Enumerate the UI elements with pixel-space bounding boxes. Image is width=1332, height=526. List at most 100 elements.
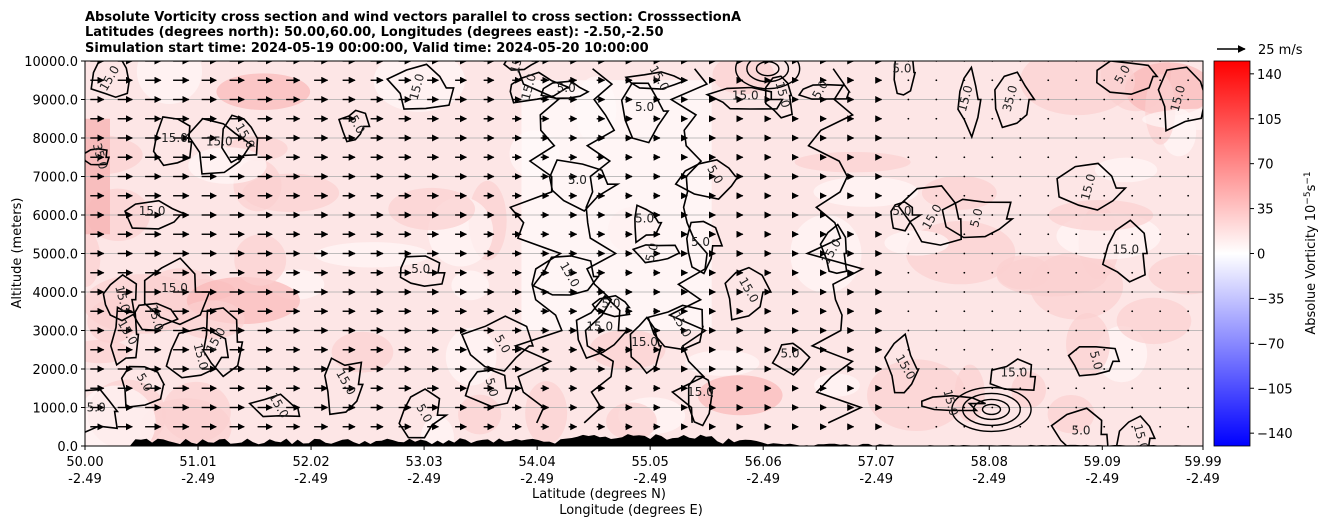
wind-vector [1131,79,1134,82]
wind-vector [1019,98,1022,101]
wind-vector [1019,329,1022,332]
wind-vector [991,156,994,159]
wind-vector [1159,425,1162,428]
wind-vector [991,271,994,274]
wind-vector [1019,156,1022,159]
contour-line [464,369,515,408]
wind-vector [935,214,938,216]
wind-vector [963,117,966,120]
field-patch [188,147,267,184]
wind-vector [1131,98,1134,101]
wind-vector [991,329,994,332]
wind-vector [935,175,938,178]
wind-vector [1047,214,1050,216]
plot-area: 15.0 15.0 35.0 15.0 15.0 15.0 5.0 15.0 15.0 15.0 5… [85,61,1203,452]
contour-line [674,158,740,200]
contour-line [920,394,986,412]
wind-vector [935,271,938,274]
x-axis-label: Latitude (degrees N) [532,487,666,502]
contour-line [90,61,131,99]
contour-label: 5.0 [568,173,587,187]
contour-line [890,201,924,232]
x-tick-label: 56.06 [745,455,782,470]
wind-vector [1075,425,1078,428]
wind-vector [1131,252,1134,255]
wind-vector [1187,425,1190,428]
wind-vector [963,175,966,178]
field-patch [451,270,490,301]
x-tick-label: 59.99 [1184,455,1221,470]
contour-label: 15.0 [1112,243,1139,257]
wind-vector [1075,348,1078,351]
colorbar-tick-label: 105 [1257,113,1282,128]
contour-line [1157,66,1203,132]
wind-vector [1131,368,1134,370]
contour-label: 15.0 [1078,172,1098,201]
wind-vector [1019,368,1022,370]
field-patch [1066,312,1110,376]
contour-line [797,83,851,100]
contour-label: 15.0 [732,89,759,103]
contour-label: 5.0 [643,241,661,263]
wind-vector [1159,98,1162,101]
wind-vector [907,117,910,120]
wind-vector [1019,194,1022,197]
contour-line [705,86,784,110]
field-patch [1116,297,1192,345]
wind-vector [991,310,994,313]
contour-line [337,109,371,143]
contour-line [647,304,704,351]
field-patch [1019,61,1136,116]
wind-vector [963,98,966,101]
wind-vector [1131,329,1134,332]
wind-vector [963,291,966,293]
colorbar-label-unit-exp: −1 [1303,171,1313,184]
wind-vector [1103,214,1106,216]
contour-line [124,199,188,230]
wind-vector [1103,368,1106,370]
field-patch [420,416,454,446]
wind-vector [935,98,938,101]
contour-label: 5.0 [691,235,710,249]
x-tick-lon-label: -2.49 [520,472,554,487]
wind-vector [1187,406,1190,409]
wind-vector [1047,310,1050,313]
field-patch [996,255,1107,297]
colorbar-label-unit: s [1304,184,1319,191]
contour-label: 35.0 [1000,84,1020,113]
contour-line [143,257,211,326]
wind-vector [1075,329,1078,332]
contour-line [957,65,982,140]
wind-vector [1047,79,1050,82]
wind-vector [1187,348,1190,351]
contour-label: 15.0 [1168,84,1188,113]
wind-vector [1047,291,1050,293]
field-patch [331,331,394,373]
contour-label: 5.0 [780,346,799,360]
y-tick-label: 1000.0 [33,402,79,417]
wind-vector [1047,425,1050,428]
wind-vector [935,310,938,313]
contour-label: 15.0 [687,385,714,399]
contour-label: 15.0 [1131,423,1151,452]
contour-line [152,116,193,167]
contour-label: 15.0 [161,131,188,145]
x-tick-lon-label: -2.49 [181,472,215,487]
contour-line [399,255,446,288]
colorbar-tick-label: 140 [1257,68,1282,83]
wind-vector [1159,233,1162,236]
wind-vector [991,368,994,370]
wind-vector [935,387,938,390]
y-tick-label: 2000.0 [33,363,79,378]
wind-vector [1103,194,1106,197]
wind-vector [1159,368,1162,370]
wind-vector [1131,348,1134,351]
wind-vector [935,368,938,370]
field-patch [314,242,430,268]
wind-vector [935,79,938,82]
contour-label: 15.0 [161,281,188,295]
wind-vector [1187,117,1190,120]
contour-line [764,75,793,119]
wind-vector [1103,291,1106,293]
